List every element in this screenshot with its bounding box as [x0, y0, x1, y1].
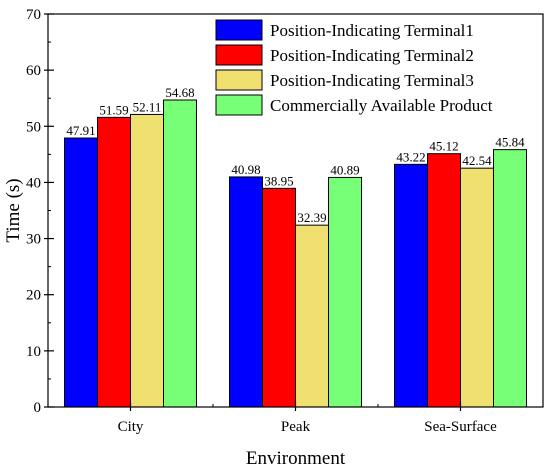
legend-label: Position-Indicating Terminal3: [270, 71, 474, 90]
legend-swatch: [215, 19, 263, 41]
legend-label: Commercially Available Product: [270, 96, 493, 115]
bar-value-label: 40.98: [231, 162, 260, 177]
y-tick-label: 40: [26, 175, 41, 191]
y-axis-title: Time (s): [3, 178, 24, 242]
bar-value-label: 45.84: [495, 135, 525, 150]
bar-value-label: 52.11: [133, 99, 162, 114]
bar-value-label: 47.91: [66, 123, 95, 138]
y-tick-label: 30: [26, 232, 41, 248]
bars-layer: [64, 99, 527, 408]
bar-value-label: 40.89: [330, 162, 359, 177]
bar: [295, 224, 329, 408]
bar: [394, 163, 428, 408]
bar: [64, 137, 98, 408]
legend-label: Position-Indicating Terminal1: [270, 21, 474, 40]
bar-value-label: 51.59: [99, 102, 128, 117]
bar-value-label: 42.54: [462, 153, 492, 168]
bar: [130, 113, 164, 408]
x-tick-label: City: [118, 419, 144, 435]
x-axis-title: Environment: [246, 448, 346, 469]
y-tick-label: 60: [26, 63, 41, 79]
y-tick-label: 0: [34, 400, 42, 416]
bar-value-label: 32.39: [297, 210, 326, 225]
legend-swatch: [215, 69, 263, 91]
bar: [163, 99, 197, 408]
legend-swatch: [215, 44, 263, 66]
bar: [460, 167, 494, 408]
legend-swatch: [215, 94, 263, 116]
bar: [493, 149, 527, 408]
bar: [229, 176, 263, 408]
legend-label: Position-Indicating Terminal2: [270, 46, 474, 65]
bar-value-label: 38.95: [264, 173, 293, 188]
y-tick-label: 10: [26, 344, 41, 360]
bar: [262, 187, 296, 408]
legend: Position-Indicating Terminal1 Position-In…: [215, 19, 493, 116]
y-tick-label: 50: [26, 119, 41, 135]
x-tick-label: Sea-Surface: [424, 419, 497, 435]
bar-value-label: 43.22: [396, 149, 425, 164]
bar: [328, 176, 362, 408]
y-tick-label: 20: [26, 288, 41, 304]
x-tick-label: Peak: [281, 419, 311, 435]
y-tick-label: 70: [26, 7, 41, 23]
bar: [427, 153, 461, 408]
axes-layer: 0 10 20 30 40 50 60 70 City Peak Sea-Surface: [26, 7, 497, 435]
bar-value-label: 54.68: [165, 85, 194, 100]
bar-value-label: 45.12: [429, 139, 458, 154]
bar: [97, 116, 131, 408]
